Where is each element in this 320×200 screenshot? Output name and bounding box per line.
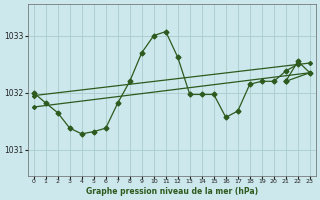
X-axis label: Graphe pression niveau de la mer (hPa): Graphe pression niveau de la mer (hPa): [86, 187, 258, 196]
